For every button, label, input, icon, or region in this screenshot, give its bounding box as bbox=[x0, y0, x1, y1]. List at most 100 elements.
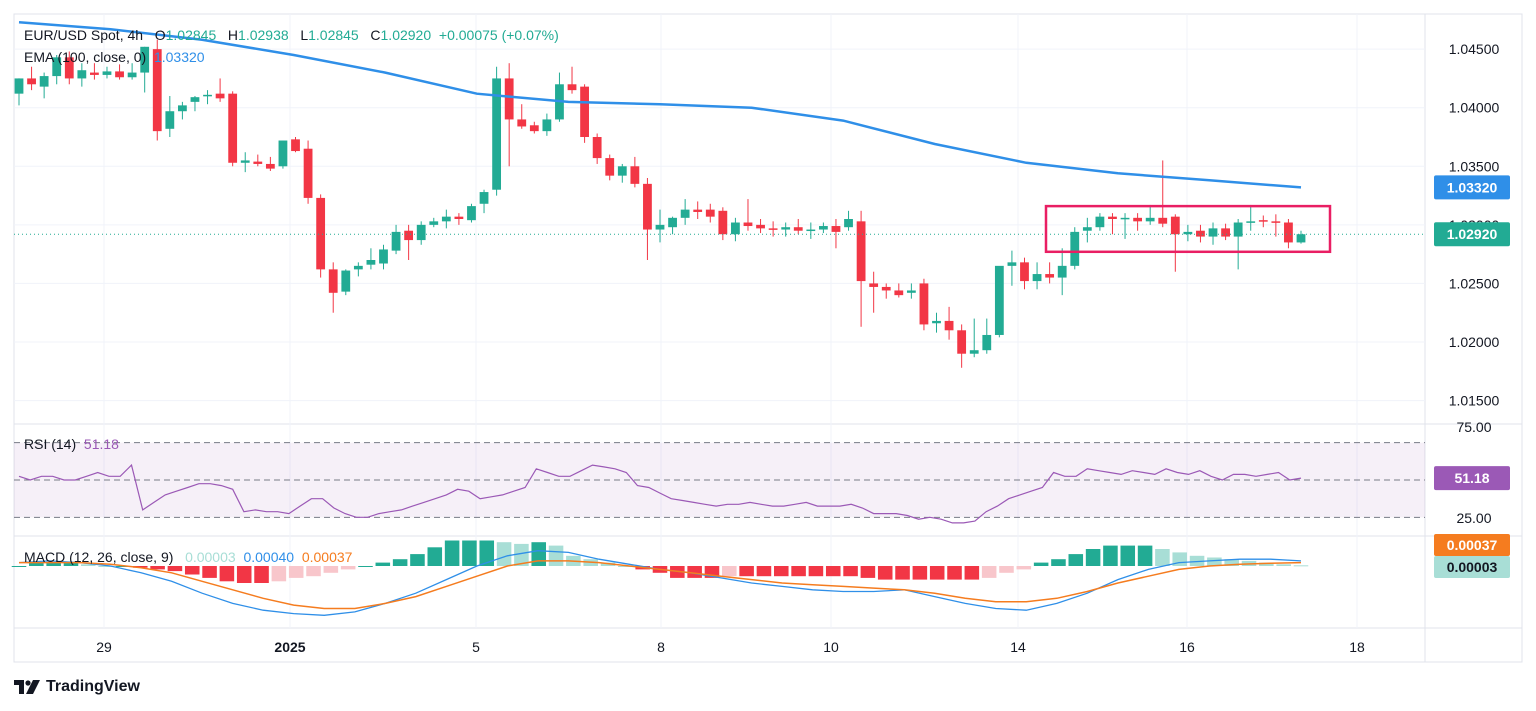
macd-histogram-bar bbox=[202, 566, 217, 578]
ema-value: 1.03320 bbox=[153, 49, 205, 65]
macd-histogram-bar bbox=[11, 566, 27, 567]
candle-body bbox=[278, 140, 288, 167]
candle-body bbox=[1108, 216, 1117, 219]
macd-histogram-bar bbox=[115, 566, 131, 567]
candle-body bbox=[743, 222, 753, 227]
tradingview-logo[interactable]: TradingView bbox=[14, 678, 140, 696]
macd-signal-badge bbox=[1434, 534, 1510, 556]
candle-body bbox=[27, 78, 36, 85]
rsi-legend[interactable]: RSI (14) 51.18 bbox=[24, 436, 119, 452]
open-value: 1.02845 bbox=[165, 27, 217, 43]
candle-body bbox=[240, 160, 250, 163]
x-tick-label: 14 bbox=[1010, 639, 1026, 655]
candle-body bbox=[1170, 216, 1180, 235]
macd-histogram-bar bbox=[340, 566, 356, 570]
candle-body bbox=[404, 230, 414, 241]
macd-histogram-bar bbox=[947, 566, 962, 580]
macd-histogram-bar bbox=[46, 562, 61, 566]
macd-histogram-bar bbox=[29, 562, 44, 566]
macd-histogram-bar bbox=[1207, 557, 1222, 566]
macd-histogram-bar bbox=[687, 566, 702, 578]
candle-body bbox=[944, 320, 954, 331]
candle-body bbox=[341, 270, 351, 292]
close-value: 1.02920 bbox=[380, 27, 432, 43]
candle-body bbox=[379, 249, 388, 264]
candle-body bbox=[492, 78, 502, 190]
x-tick-label: 5 bbox=[472, 639, 480, 655]
candle-body bbox=[919, 283, 929, 325]
macd-histogram-bar bbox=[1085, 549, 1101, 566]
candle-body bbox=[1158, 217, 1168, 224]
candle-body bbox=[756, 224, 765, 229]
change-value: +0.00075 (+0.07%) bbox=[438, 27, 559, 43]
candle-body bbox=[869, 283, 879, 287]
macd-histogram-bar bbox=[1033, 562, 1049, 566]
macd-histogram-bar bbox=[1189, 555, 1205, 566]
macd-histogram-bar bbox=[825, 566, 841, 577]
macd-histogram-bar bbox=[1137, 545, 1153, 566]
ema-label: EMA (100, close, 0) bbox=[24, 49, 147, 65]
macd-histogram-bar bbox=[1016, 566, 1032, 570]
macd-histogram-bar bbox=[1224, 559, 1239, 566]
macd-hist-value: 0.00003 bbox=[185, 549, 236, 565]
x-tick-label: 16 bbox=[1179, 639, 1195, 655]
macd-histogram-bar bbox=[306, 566, 321, 577]
candle-body bbox=[793, 227, 803, 231]
macd-histogram-bar bbox=[236, 566, 252, 583]
candle-body bbox=[353, 265, 363, 270]
macd-histogram-bar bbox=[1155, 549, 1170, 566]
candle-body bbox=[693, 209, 703, 212]
candle-body bbox=[1070, 231, 1080, 266]
grid bbox=[13, 13, 1523, 663]
symbol-name[interactable]: EUR/USD Spot, 4h bbox=[24, 27, 144, 43]
macd-histogram-bar bbox=[929, 566, 945, 580]
macd-histogram-bar bbox=[496, 542, 512, 566]
macd-histogram-bar bbox=[392, 559, 408, 566]
candle-body bbox=[655, 224, 665, 230]
candle-body bbox=[1145, 217, 1155, 222]
rsi-badge bbox=[1434, 466, 1510, 491]
y-tick-label: 1.04500 bbox=[1449, 41, 1500, 57]
candle-body bbox=[429, 221, 439, 225]
macd-histogram-bar bbox=[323, 566, 339, 573]
ema-legend[interactable]: EMA (100, close, 0) 1.03320 bbox=[24, 49, 205, 65]
candle-body bbox=[316, 197, 326, 270]
candle-body bbox=[90, 72, 99, 75]
close-label: C bbox=[370, 27, 381, 43]
candle-body bbox=[479, 192, 489, 204]
candle-body bbox=[517, 119, 527, 127]
candle-body bbox=[580, 86, 589, 137]
macd-histogram-bar bbox=[254, 566, 269, 583]
candle-body bbox=[190, 97, 200, 102]
macd-histogram-bar bbox=[358, 566, 373, 567]
macd-label: MACD (12, 26, close, 9) bbox=[24, 549, 174, 565]
candle-body bbox=[454, 216, 464, 219]
candle-body bbox=[605, 158, 615, 176]
rsi-label: RSI (14) bbox=[24, 436, 77, 452]
candle-body bbox=[441, 216, 451, 222]
macd-histogram-bar bbox=[1068, 554, 1084, 566]
macd-histogram-bar bbox=[773, 566, 789, 577]
candle-body bbox=[781, 227, 791, 230]
macd-histogram-bar bbox=[756, 566, 772, 577]
macd-legend[interactable]: MACD (12, 26, close, 9) 0.00003 0.00040 … bbox=[24, 549, 352, 565]
candle-body bbox=[77, 70, 87, 79]
candle-body bbox=[680, 209, 690, 218]
candle-body bbox=[529, 125, 539, 132]
rsi-line bbox=[18, 463, 1302, 524]
candle-body bbox=[1032, 274, 1042, 282]
ema-badge-text: 1.03320 bbox=[1447, 179, 1498, 195]
candle-body bbox=[1133, 217, 1143, 222]
candle-body bbox=[1082, 227, 1092, 231]
macd-histogram-bar bbox=[288, 566, 304, 578]
high-label: H bbox=[227, 27, 239, 43]
y-tick-label: 1.04000 bbox=[1449, 100, 1500, 116]
candle-body bbox=[1057, 265, 1067, 278]
candle-body bbox=[1246, 221, 1256, 223]
macd-histogram-bar bbox=[999, 566, 1014, 573]
y-tick-label: 1.03500 bbox=[1449, 158, 1500, 174]
rsi-badge-text: 51.18 bbox=[1454, 470, 1489, 486]
rsi-tick-label: 25.00 bbox=[1456, 510, 1491, 526]
candle-body bbox=[906, 290, 916, 293]
